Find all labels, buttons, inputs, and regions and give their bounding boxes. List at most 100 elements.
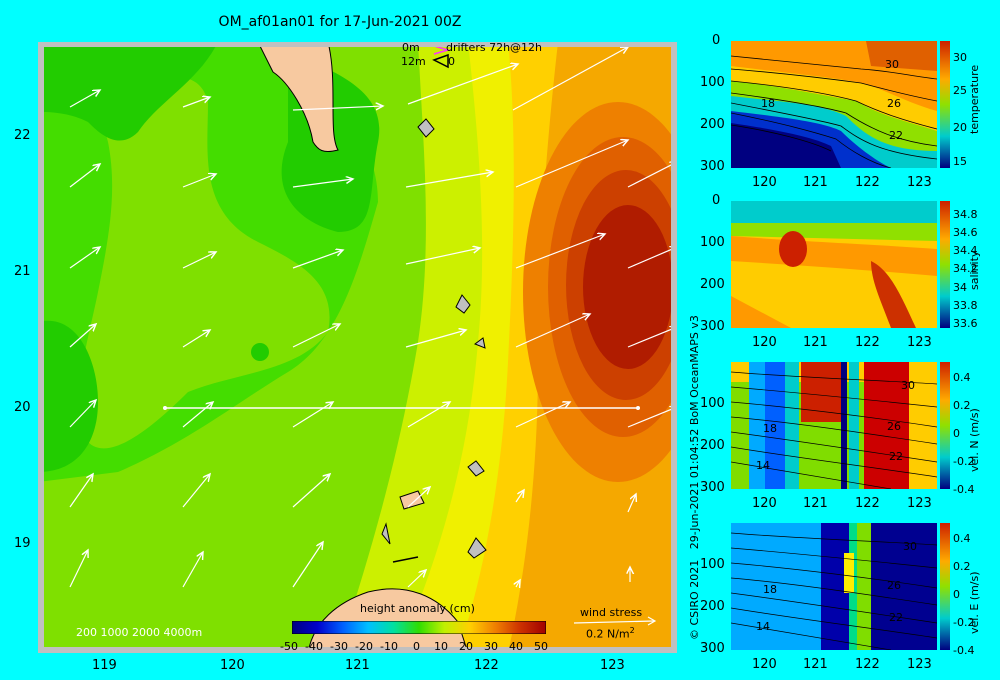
colorbar-tick: 40 <box>509 640 523 653</box>
colorbar-tick: 50 <box>534 640 548 653</box>
lon-tick: 123 <box>907 335 932 350</box>
svg-text:14: 14 <box>756 459 770 472</box>
drifter-legend-label: drifters 72h@12h <box>446 41 543 54</box>
y-tick: 21 <box>14 264 31 279</box>
cbar-tick: 30 <box>953 51 967 64</box>
lon-tick: 120 <box>752 496 777 511</box>
colorbar-tick: -30 <box>330 640 348 653</box>
temperature-label: temperature <box>968 64 981 134</box>
lon-tick: 121 <box>803 496 828 511</box>
svg-text:18: 18 <box>763 422 777 435</box>
svg-text:30: 30 <box>901 379 915 392</box>
lon-tick: 123 <box>907 175 932 190</box>
svg-text:26: 26 <box>887 420 901 433</box>
lon-tick: 121 <box>803 657 828 672</box>
lon-tick: 122 <box>855 335 880 350</box>
depth-tick: 100 <box>700 557 725 572</box>
salinity-colorbar <box>940 201 950 328</box>
drifter-legend-12m: 12m <box>401 55 426 68</box>
lon-tick: 121 <box>803 175 828 190</box>
cbar-tick: 0.2 <box>953 560 971 573</box>
lon-tick: 122 <box>855 175 880 190</box>
x-tick: 123 <box>600 658 625 673</box>
depth-tick: 100 <box>700 396 725 411</box>
colorbar-tick: -50 <box>280 640 298 653</box>
depth-tick: 200 <box>700 438 725 453</box>
chart-title: OM_af01an01 for 17-Jun-2021 00Z <box>218 14 462 30</box>
svg-text:22: 22 <box>889 611 903 624</box>
lon-tick: 120 <box>752 175 777 190</box>
vel-n-colorbar <box>940 362 950 489</box>
colorbar-label: height anomaly (cm) <box>360 602 475 615</box>
height-colorbar <box>292 621 546 634</box>
contour-label: 30 <box>885 58 899 71</box>
cbar-tick: 20 <box>953 121 967 134</box>
depth-tick: 100 <box>700 235 725 250</box>
svg-text:14: 14 <box>756 620 770 633</box>
lon-tick: 122 <box>855 657 880 672</box>
colorbar-tick: 10 <box>434 640 448 653</box>
depth-tick: 200 <box>700 117 725 132</box>
lon-tick: 122 <box>855 496 880 511</box>
salinity-section <box>731 201 937 328</box>
drifter-legend-zero: 0 <box>448 55 455 68</box>
y-tick: 19 <box>14 536 31 551</box>
cbar-tick: 34.4 <box>953 244 978 257</box>
contour-label: 26 <box>887 97 901 110</box>
colorbar-tick: -10 <box>380 640 398 653</box>
cbar-tick: -0.4 <box>953 483 975 496</box>
cbar-tick: 15 <box>953 155 967 168</box>
depth-tick: 300 <box>700 641 725 656</box>
temperature-section: 30 26 22 18 <box>731 41 937 168</box>
lon-tick: 120 <box>752 657 777 672</box>
x-tick: 120 <box>220 658 245 673</box>
lon-tick: 120 <box>752 335 777 350</box>
lon-tick: 123 <box>907 657 932 672</box>
cbar-tick: 34 <box>953 281 967 294</box>
drifter-legend-0m: 0m <box>402 41 420 54</box>
contour-label: 22 <box>889 129 903 142</box>
cbar-tick: -0.2 <box>953 616 975 629</box>
lon-tick: 123 <box>907 496 932 511</box>
vel-e-section: 30 26 22 18 14 <box>731 523 937 650</box>
cbar-tick: 33.6 <box>953 317 978 330</box>
y-tick: 20 <box>14 400 31 415</box>
cbar-tick: 0.2 <box>953 399 971 412</box>
cbar-tick: 34.8 <box>953 208 978 221</box>
svg-text:18: 18 <box>763 583 777 596</box>
cbar-tick: -0.4 <box>953 644 975 657</box>
cbar-tick: 0 <box>953 427 960 440</box>
height-anomaly-map <box>38 42 677 653</box>
cbar-tick: 25 <box>953 84 967 97</box>
vel-e-colorbar <box>940 523 950 650</box>
cbar-tick: 0.4 <box>953 532 971 545</box>
depth-tick: 200 <box>700 277 725 292</box>
colorbar-tick: 0 <box>413 640 420 653</box>
depth-tick: 200 <box>700 599 725 614</box>
temperature-colorbar <box>940 41 950 168</box>
lon-tick: 121 <box>803 335 828 350</box>
vel-n-section: 30 26 22 18 14 <box>731 362 937 489</box>
cbar-tick: 0 <box>953 588 960 601</box>
cbar-tick: 34.2 <box>953 262 978 275</box>
svg-text:30: 30 <box>903 540 917 553</box>
x-tick: 122 <box>474 658 499 673</box>
credits: © CSIRO 2021 29-Jun-2021 01:04:52 BoM Oc… <box>688 315 701 640</box>
x-tick: 121 <box>345 658 370 673</box>
wind-stress-label: wind stress <box>580 606 643 619</box>
depth-tick: 300 <box>700 319 725 334</box>
wind-stress-arrows <box>69 47 671 587</box>
depth-tick: 0 <box>712 193 721 208</box>
depth-tick: 300 <box>700 159 725 174</box>
depth-tick: 100 <box>700 75 725 90</box>
svg-text:26: 26 <box>887 579 901 592</box>
colorbar-tick: 30 <box>484 640 498 653</box>
colorbar-tick: -40 <box>305 640 323 653</box>
drifter-legend-symbols <box>432 47 451 69</box>
contour-label: 18 <box>761 97 775 110</box>
depth-tick: 0 <box>712 33 721 48</box>
cbar-tick: 34.6 <box>953 226 978 239</box>
section-line <box>163 406 640 410</box>
depth-tick: 300 <box>700 480 725 495</box>
y-tick: 22 <box>14 128 31 143</box>
